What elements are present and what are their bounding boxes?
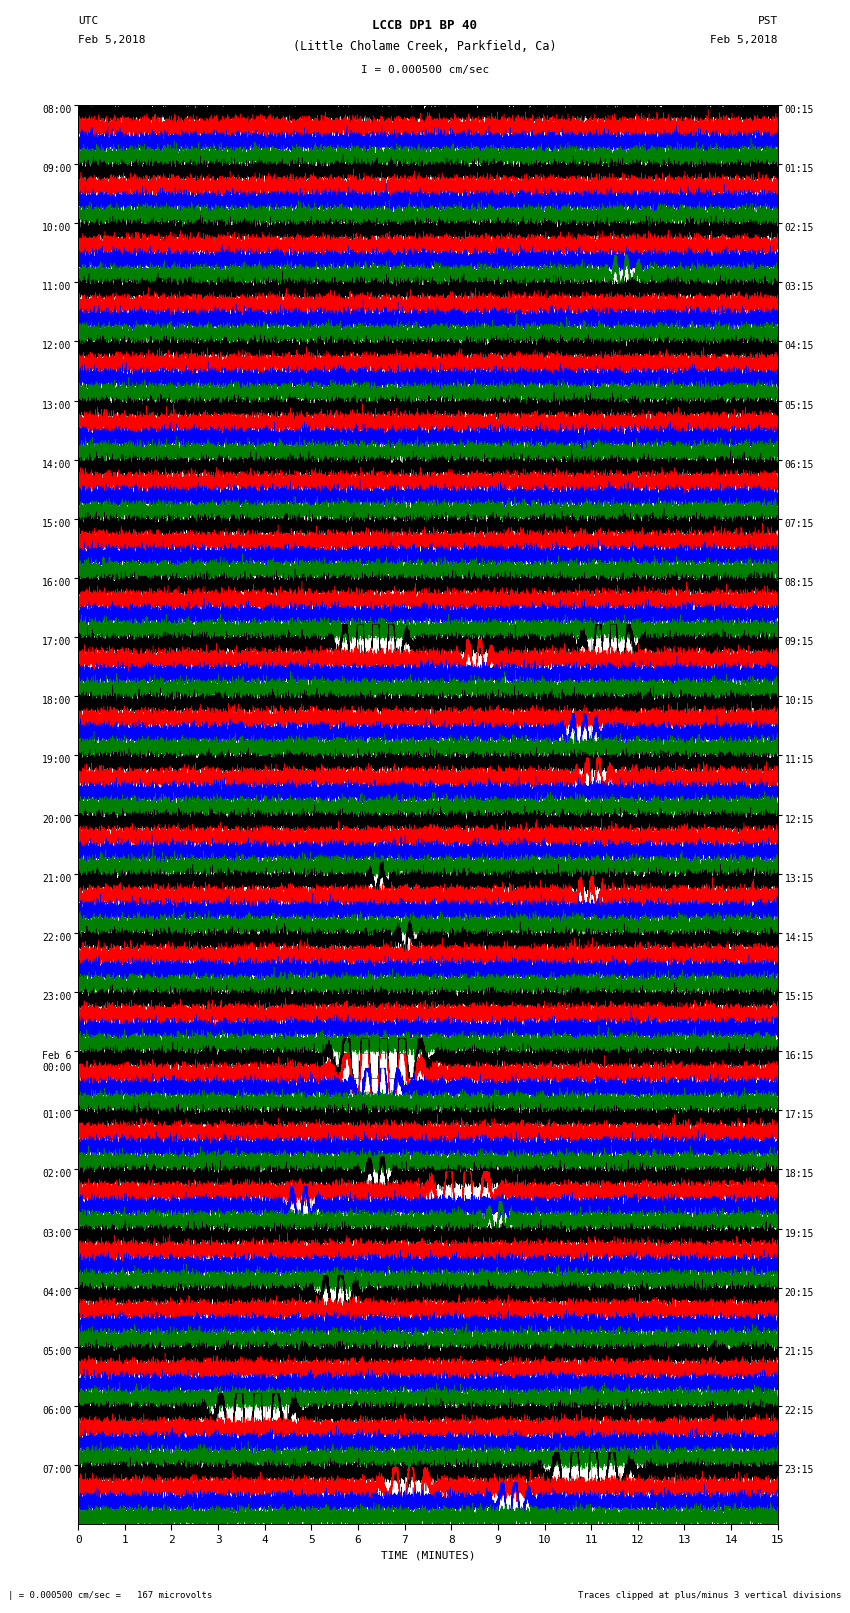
Text: Traces clipped at plus/minus 3 vertical divisions: Traces clipped at plus/minus 3 vertical … bbox=[578, 1590, 842, 1600]
Text: PST: PST bbox=[757, 16, 778, 26]
Text: (Little Cholame Creek, Parkfield, Ca): (Little Cholame Creek, Parkfield, Ca) bbox=[293, 40, 557, 53]
X-axis label: TIME (MINUTES): TIME (MINUTES) bbox=[381, 1550, 475, 1560]
Text: LCCB DP1 BP 40: LCCB DP1 BP 40 bbox=[372, 19, 478, 32]
Text: Feb 5,2018: Feb 5,2018 bbox=[78, 35, 145, 45]
Text: UTC: UTC bbox=[78, 16, 99, 26]
Text: | = 0.000500 cm/sec =   167 microvolts: | = 0.000500 cm/sec = 167 microvolts bbox=[8, 1590, 212, 1600]
Text: Feb 5,2018: Feb 5,2018 bbox=[711, 35, 778, 45]
Text: I = 0.000500 cm/sec: I = 0.000500 cm/sec bbox=[361, 65, 489, 74]
